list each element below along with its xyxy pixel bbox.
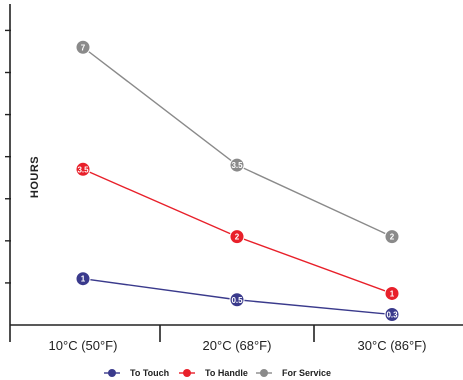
legend: To Touch To Handle For Service [104, 368, 331, 378]
data-point-label: 2 [235, 233, 240, 242]
legend-label: For Service [282, 368, 331, 378]
data-point-to-handle [384, 285, 400, 301]
series-group: 1 0.5 0.3 3.5 2 1 7 3.5 2 [75, 39, 400, 322]
data-point-to-touch [229, 292, 245, 308]
data-point-label: 0.3 [386, 310, 398, 319]
data-point-label: 7 [81, 43, 86, 52]
data-point-for-service [384, 229, 400, 245]
data-point-to-handle [75, 161, 91, 177]
x-tick-label: 10°C (50°F) [49, 338, 118, 353]
x-tick-label: 30°C (86°F) [358, 338, 427, 353]
data-point-label: 3.5 [231, 161, 243, 170]
data-point-label: 2 [390, 233, 395, 242]
data-point-label: 1 [81, 275, 86, 284]
legend-label: To Handle [205, 368, 248, 378]
data-point-label: 3.5 [77, 165, 89, 174]
data-point-to-touch [75, 271, 91, 287]
data-point-to-handle [229, 229, 245, 245]
data-point-label: 0.5 [231, 296, 243, 305]
legend-marker [260, 369, 268, 377]
data-point-to-touch [384, 306, 400, 322]
series-line-for-service [82, 46, 393, 238]
legend-label: To Touch [130, 368, 169, 378]
legend-marker [108, 369, 116, 377]
axes: 10°C (50°F) 20°C (68°F) 30°C (86°F) HOURS [5, 4, 463, 353]
data-point-label: 1 [390, 289, 395, 298]
legend-marker [183, 369, 191, 377]
data-point-for-service [75, 39, 91, 55]
data-point-for-service [229, 157, 245, 173]
y-axis-label: HOURS [29, 156, 41, 198]
x-tick-label: 20°C (68°F) [203, 338, 272, 353]
